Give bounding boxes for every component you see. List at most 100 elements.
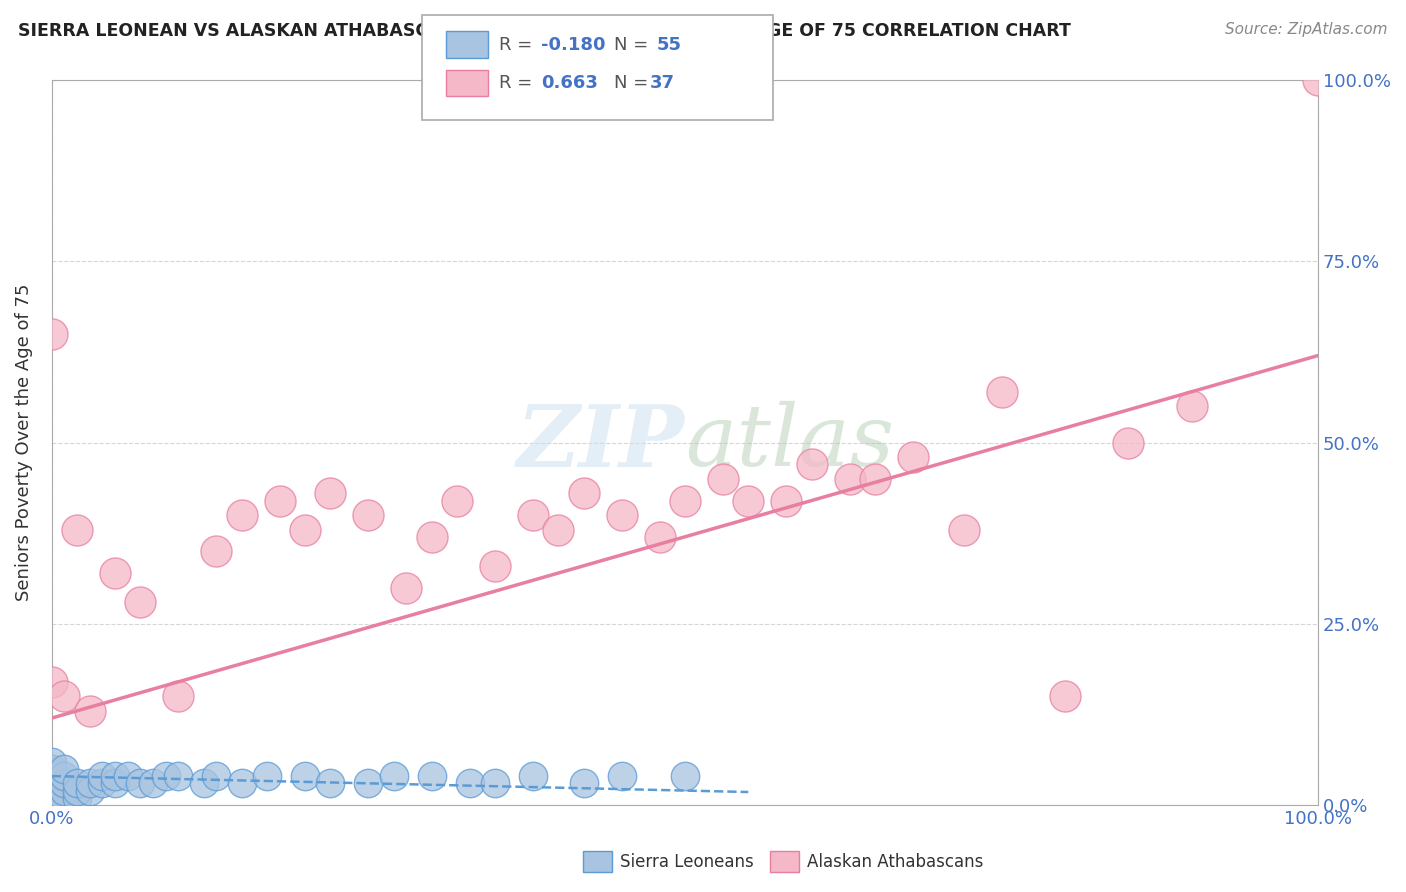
Text: Source: ZipAtlas.com: Source: ZipAtlas.com xyxy=(1225,22,1388,37)
Text: SIERRA LEONEAN VS ALASKAN ATHABASCAN SENIORS POVERTY OVER THE AGE OF 75 CORRELAT: SIERRA LEONEAN VS ALASKAN ATHABASCAN SEN… xyxy=(18,22,1071,40)
Point xyxy=(79,776,101,790)
Point xyxy=(673,769,696,783)
Point xyxy=(446,493,468,508)
Point xyxy=(41,798,63,813)
Point xyxy=(319,486,342,500)
Point xyxy=(66,790,89,805)
Point xyxy=(41,798,63,813)
Point xyxy=(610,508,633,522)
Point xyxy=(117,769,139,783)
Point xyxy=(41,783,63,797)
Text: atlas: atlas xyxy=(685,401,894,483)
Point xyxy=(104,776,127,790)
Point xyxy=(256,769,278,783)
Point xyxy=(1053,690,1076,704)
Point xyxy=(357,776,380,790)
Point xyxy=(142,776,165,790)
Point xyxy=(205,769,228,783)
Text: R =: R = xyxy=(499,36,538,54)
Text: Sierra Leoneans: Sierra Leoneans xyxy=(620,853,754,871)
Point xyxy=(863,472,886,486)
Text: N =: N = xyxy=(614,36,654,54)
Point xyxy=(1180,399,1202,413)
Point xyxy=(129,595,152,609)
Point xyxy=(104,566,127,580)
Point xyxy=(104,769,127,783)
Text: ZIP: ZIP xyxy=(517,401,685,484)
Point xyxy=(91,769,114,783)
Text: 37: 37 xyxy=(650,74,675,92)
Point xyxy=(53,783,76,797)
Point xyxy=(484,776,506,790)
Text: 55: 55 xyxy=(657,36,682,54)
Point xyxy=(41,790,63,805)
Point xyxy=(66,783,89,797)
Point xyxy=(155,769,177,783)
Point xyxy=(53,690,76,704)
Point xyxy=(41,776,63,790)
Point xyxy=(41,790,63,805)
Point xyxy=(420,769,443,783)
Point xyxy=(737,493,759,508)
Point xyxy=(547,523,569,537)
Point xyxy=(319,776,342,790)
Point xyxy=(53,790,76,805)
Text: -0.180: -0.180 xyxy=(541,36,606,54)
Point xyxy=(484,558,506,573)
Point xyxy=(79,783,101,797)
Point xyxy=(800,457,823,471)
Point xyxy=(648,530,671,544)
Point xyxy=(41,755,63,769)
Point xyxy=(231,776,253,790)
Point xyxy=(572,776,595,790)
Point xyxy=(53,798,76,813)
Point xyxy=(41,798,63,813)
Point xyxy=(838,472,860,486)
Point xyxy=(41,798,63,813)
Point xyxy=(294,769,316,783)
Point xyxy=(231,508,253,522)
Point xyxy=(269,493,291,508)
Point xyxy=(901,450,924,464)
Point xyxy=(41,783,63,797)
Point xyxy=(673,493,696,508)
Point xyxy=(572,486,595,500)
Point xyxy=(53,762,76,776)
Point xyxy=(294,523,316,537)
Point xyxy=(458,776,481,790)
Point xyxy=(205,544,228,558)
Point xyxy=(395,581,418,595)
Point xyxy=(91,776,114,790)
Point xyxy=(41,674,63,689)
Point xyxy=(53,769,76,783)
Text: N =: N = xyxy=(614,74,654,92)
Y-axis label: Seniors Poverty Over the Age of 75: Seniors Poverty Over the Age of 75 xyxy=(15,284,32,601)
Point xyxy=(41,798,63,813)
Text: R =: R = xyxy=(499,74,538,92)
Point xyxy=(1116,435,1139,450)
Point xyxy=(41,790,63,805)
Point xyxy=(41,769,63,783)
Point xyxy=(522,508,544,522)
Point xyxy=(66,776,89,790)
Point xyxy=(711,472,734,486)
Point xyxy=(41,769,63,783)
Point xyxy=(41,798,63,813)
Point xyxy=(129,776,152,790)
Point xyxy=(357,508,380,522)
Point xyxy=(990,384,1012,399)
Point xyxy=(193,776,215,790)
Point xyxy=(167,690,190,704)
Point xyxy=(41,776,63,790)
Point xyxy=(53,776,76,790)
Point xyxy=(66,523,89,537)
Point xyxy=(522,769,544,783)
Text: Alaskan Athabascans: Alaskan Athabascans xyxy=(807,853,983,871)
Text: 0.663: 0.663 xyxy=(541,74,598,92)
Point xyxy=(610,769,633,783)
Point xyxy=(41,762,63,776)
Point xyxy=(79,704,101,718)
Point xyxy=(167,769,190,783)
Point xyxy=(41,798,63,813)
Point xyxy=(420,530,443,544)
